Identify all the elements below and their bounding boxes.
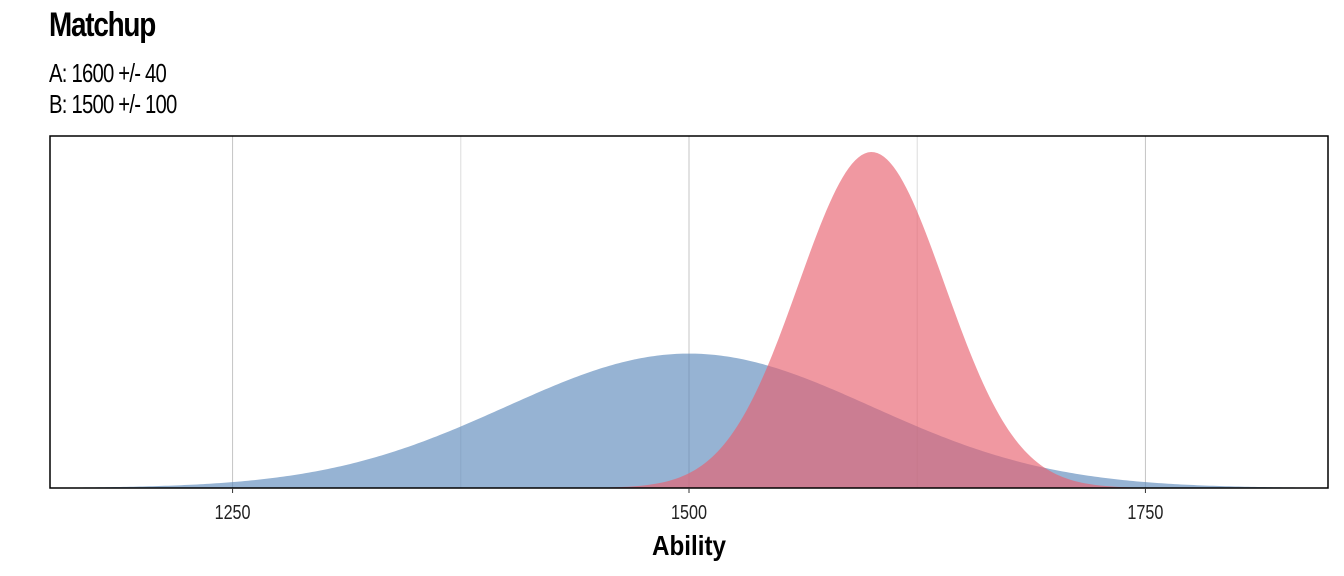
- x-tick-label: 1750: [1127, 502, 1163, 524]
- subtitle-line-a: A: 1600 +/- 40: [49, 58, 167, 88]
- density-areas: [50, 152, 1328, 488]
- density-area-mean-1500: [50, 353, 1328, 488]
- subtitle-line-b: B: 1500 +/- 100: [49, 89, 177, 119]
- x-axis-ticks: 1250 1500 1750: [215, 488, 1163, 524]
- x-axis-title: Ability: [652, 530, 726, 561]
- chart-title: Matchup: [49, 6, 156, 44]
- x-tick-label: 1250: [215, 502, 251, 524]
- x-tick-label: 1500: [671, 502, 707, 524]
